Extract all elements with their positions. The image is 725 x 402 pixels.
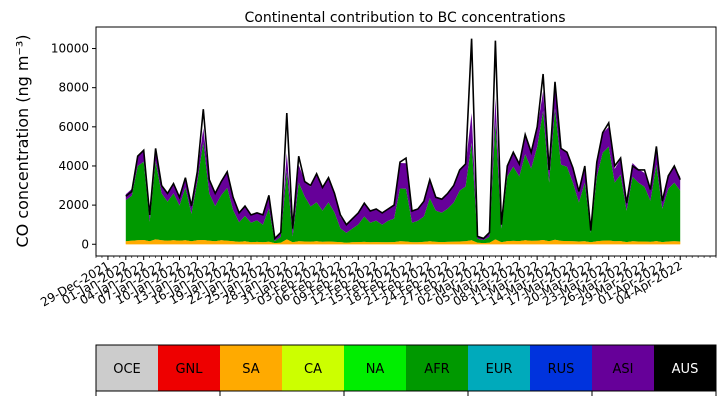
color-bar-label: SA xyxy=(242,362,259,377)
color-bar-cell-afr xyxy=(406,345,469,391)
plot-area xyxy=(125,38,681,245)
y-tick-label: 0 xyxy=(81,237,89,251)
color-bar-label: OCE xyxy=(113,362,141,377)
stacked-areas xyxy=(125,87,681,245)
color-bar-cell-rus xyxy=(530,345,593,391)
color-bar-cell-na xyxy=(344,345,407,391)
y-axis-label: CO concentration (ng m⁻³) xyxy=(13,34,32,247)
color-bar-label: ASI xyxy=(613,362,634,377)
x-axis-ticks: 29-Dec-202101-Jan-202204-Jan-202207-Jan-… xyxy=(38,256,717,309)
y-tick-label: 4000 xyxy=(58,159,89,173)
color-bar-cell-ca xyxy=(282,345,345,391)
color-bar-label: AUS xyxy=(672,362,699,377)
color-bar-cell-asi xyxy=(592,345,655,391)
color-bar-frame xyxy=(95,344,717,392)
color-bar-label: EUR xyxy=(486,362,513,377)
color-bar-label: AFR xyxy=(424,362,449,377)
y-axis-ticks: 0 2000 4000 6000 8000 10000 xyxy=(51,42,96,251)
color-bar-cell-aus xyxy=(654,345,717,391)
color-bar-label: NA xyxy=(366,362,385,377)
series-area-sa-top xyxy=(125,239,681,245)
color-bar-cell-sa xyxy=(220,345,283,391)
color-bar-cell-gnl xyxy=(158,345,221,391)
y-tick-label: 2000 xyxy=(58,198,89,212)
color-bar-label: CA xyxy=(304,362,322,377)
series-area-asi xyxy=(125,87,681,242)
series-area-na xyxy=(125,108,681,244)
series-line-total xyxy=(125,38,681,241)
region-color-bar: OCE GNL SA CA NA AFR EUR RUS ASI AUS xyxy=(95,344,717,396)
color-bar-cell-oce xyxy=(96,345,159,391)
color-bar-label: GNL xyxy=(175,362,203,377)
y-tick-label: 10000 xyxy=(51,42,89,56)
color-bar-label: RUS xyxy=(548,362,575,377)
color-bar-cell-eur xyxy=(468,345,531,391)
y-tick-label: 8000 xyxy=(58,81,89,95)
y-tick-label: 6000 xyxy=(58,120,89,134)
chart-title: Continental contribution to BC concentra… xyxy=(244,10,565,26)
